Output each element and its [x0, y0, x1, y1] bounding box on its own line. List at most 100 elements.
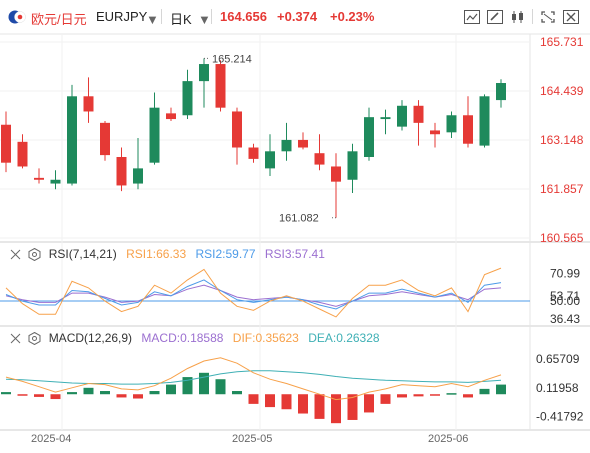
- rsi-axis-label: 70.99: [550, 266, 580, 280]
- candle-body: [34, 177, 44, 180]
- candle-body: [430, 130, 440, 135]
- flag-icon: [8, 10, 26, 24]
- macd-bar: [347, 394, 358, 420]
- candle-body: [116, 156, 127, 186]
- rsi1-line: [5, 267, 502, 318]
- settings-icon[interactable]: [28, 248, 41, 262]
- pair-title[interactable]: 欧元/日元: [31, 12, 87, 27]
- macd-bar: [397, 394, 407, 398]
- candle-body: [232, 111, 242, 148]
- candle-body: [133, 168, 143, 184]
- macd-bar: [314, 394, 325, 419]
- candle-body: [265, 151, 275, 169]
- macd-bar: [215, 379, 226, 395]
- macd-bar: [166, 384, 176, 395]
- price-axis-label: 160.565: [540, 231, 584, 245]
- compare-icon[interactable]: [508, 8, 528, 26]
- macd-bar: [1, 392, 11, 395]
- rsi-header: RSI(7,14,21) RSI1:66.33 RSI2:59.77 RSI3:…: [10, 247, 331, 262]
- candle-body: [380, 117, 391, 120]
- dif-line: [5, 357, 502, 401]
- macd-bar: [149, 391, 160, 395]
- timeframe-caret-icon[interactable]: ▼: [198, 12, 211, 27]
- macd-bar: [248, 394, 259, 404]
- macd-bar: [50, 394, 61, 400]
- macd-bar: [496, 384, 506, 395]
- candle-body: [298, 139, 308, 148]
- rsi-axis-label: 36.43: [550, 312, 580, 326]
- symbol-caret-icon[interactable]: ▼: [146, 12, 159, 27]
- low-annotation: 161.082: [279, 213, 319, 225]
- candle-body: [17, 141, 28, 167]
- macd-header: MACD(12,26,9) MACD:0.18588 DIF:0.35623 D…: [10, 331, 386, 346]
- macd-bar: [199, 372, 209, 395]
- symbol-label[interactable]: EURJPY: [96, 9, 148, 24]
- candle-body: [182, 81, 193, 116]
- fullscreen-icon[interactable]: [538, 8, 558, 26]
- macd-title[interactable]: MACD(12,26,9): [48, 331, 133, 345]
- macd-bar: [430, 394, 440, 396]
- draw-icon[interactable]: [485, 8, 505, 26]
- high-annotation: 165.214: [212, 53, 252, 65]
- macd-bar: [446, 393, 457, 395]
- top-toolbar: 欧元/日元 EURJPY ▼ 日K ▼ 164.656 +0.374 +0.23…: [0, 0, 590, 34]
- price-change-pct: +0.23%: [330, 9, 375, 24]
- macd-bar: [298, 394, 308, 414]
- candle-body: [446, 115, 457, 133]
- macd-bar: [265, 394, 275, 408]
- macd-axis-label: -0.41792: [536, 410, 584, 424]
- candle-body: [83, 96, 94, 112]
- price-axis-label: 163.148: [540, 133, 584, 147]
- candle-body: [67, 96, 77, 184]
- candle-body: [314, 153, 325, 165]
- price-axis-label: 165.731: [540, 35, 584, 49]
- rsi2-value: RSI2:59.77: [195, 247, 256, 261]
- macd-bar: [479, 388, 490, 395]
- candle-body: [149, 107, 160, 163]
- dea-value: DEA:0.26328: [308, 331, 380, 345]
- candle-body: [1, 124, 11, 163]
- candle-body: [496, 83, 506, 101]
- macd-bar: [116, 394, 127, 398]
- macd-axis-label: 0.65709: [536, 352, 580, 366]
- collapse-icon[interactable]: [10, 249, 21, 260]
- macd-bar: [133, 394, 143, 399]
- candle-body: [364, 117, 374, 157]
- collapse-icon[interactable]: [10, 333, 21, 344]
- settings-icon[interactable]: [28, 332, 41, 346]
- macd-bar: [413, 394, 424, 397]
- candle-body: [331, 166, 341, 182]
- candle-body: [281, 139, 292, 152]
- macd-value: MACD:0.18588: [141, 331, 224, 345]
- macd-bar: [232, 391, 242, 395]
- macd-axis-label: 0.11958: [536, 381, 579, 395]
- rsi2-line: [5, 279, 502, 310]
- candle-body: [479, 96, 490, 146]
- macd-bar: [331, 394, 341, 424]
- macd-bar: [34, 394, 44, 397]
- rsi3-value: RSI3:57.41: [264, 247, 325, 261]
- candle-body: [215, 64, 226, 108]
- candle-body: [50, 179, 61, 184]
- rsi-title[interactable]: RSI(7,14,21): [48, 247, 117, 261]
- dif-value: DIF:0.35623: [232, 331, 299, 345]
- price-axis-label: 164.439: [540, 84, 584, 98]
- candle-body: [100, 122, 110, 156]
- macd-bar: [67, 392, 77, 395]
- date-axis-label: 2025-06: [428, 433, 468, 445]
- candlestick-series: [1, 57, 506, 219]
- macd-bar: [281, 394, 292, 410]
- timeframe-label[interactable]: 日K: [170, 12, 192, 27]
- candle-body: [347, 151, 358, 180]
- indicator-icon[interactable]: [462, 8, 482, 26]
- macd-bar: [182, 377, 193, 395]
- candle-body: [166, 113, 176, 120]
- rsi3-line: [5, 284, 502, 307]
- rsi1-value: RSI1:66.33: [126, 247, 187, 261]
- close-icon[interactable]: [561, 8, 581, 26]
- candle-body: [463, 115, 473, 144]
- candle-body: [248, 147, 259, 159]
- macd-bar: [380, 394, 391, 404]
- price-axis-label: 161.857: [540, 182, 584, 196]
